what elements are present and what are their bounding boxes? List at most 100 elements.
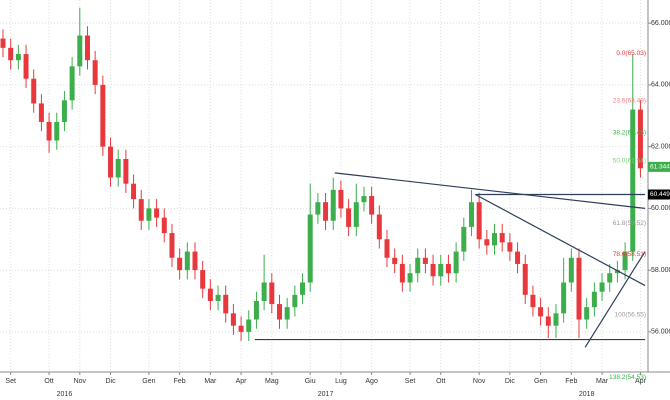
- level-label: 100(56.55): [615, 312, 646, 319]
- candle-body: [123, 158, 129, 184]
- candle-body: [15, 54, 21, 61]
- candle-body: [38, 103, 44, 122]
- candle-body: [407, 273, 413, 283]
- candle-body: [476, 202, 482, 240]
- x-tick-label: Apr: [635, 378, 647, 385]
- candle-body: [138, 199, 144, 221]
- x-tick-label: Set: [405, 378, 416, 385]
- candle-body: [591, 291, 597, 308]
- y-tick-label: 62.0000: [651, 143, 670, 150]
- y-tick-label: 60.0000: [651, 205, 670, 212]
- x-tick-label: Dic: [105, 378, 116, 385]
- price-tag-label: 61.3445: [650, 164, 670, 171]
- candle-body: [8, 47, 14, 61]
- candle-body: [538, 307, 544, 317]
- trend-line: [475, 193, 646, 287]
- candle-body: [484, 239, 490, 246]
- candle-body: [384, 239, 390, 258]
- candle-body: [31, 78, 37, 104]
- candle-body: [468, 202, 474, 227]
- candle-body: [115, 158, 121, 178]
- candle-body: [54, 121, 60, 141]
- candle-body: [315, 202, 321, 215]
- candle-body: [146, 208, 152, 221]
- candle-body: [614, 270, 620, 274]
- candle-body: [561, 282, 567, 314]
- price-tag-label: 60.4493: [650, 191, 670, 198]
- candle-body: [154, 208, 160, 218]
- candle-body: [108, 146, 114, 178]
- price-tag: [648, 189, 670, 200]
- level-label: 50.0(61.54): [613, 158, 646, 165]
- candle-body: [100, 84, 106, 147]
- x-tick-label: Dic: [505, 378, 516, 385]
- candle-body: [192, 251, 198, 271]
- level-label: 0.0(65.03): [616, 50, 646, 57]
- x-tick-label: Gen: [142, 378, 155, 385]
- candle-body: [545, 316, 551, 326]
- candle-body: [84, 35, 90, 61]
- candle-body: [353, 202, 359, 227]
- candle-body: [622, 251, 628, 271]
- candle-body: [292, 294, 298, 308]
- candle-body: [415, 257, 421, 274]
- x-tick-label: Mar: [596, 378, 609, 385]
- trend-line: [334, 172, 646, 209]
- candle-body: [169, 233, 175, 258]
- candle-body: [607, 273, 613, 283]
- candle-body: [261, 282, 267, 301]
- candle-body: [215, 294, 221, 301]
- x-tick-label: Nov: [473, 378, 486, 385]
- price-tag: [648, 161, 670, 172]
- candle-body: [584, 307, 590, 320]
- year-label: 2017: [318, 391, 334, 398]
- level-label: 61.8(59.52): [613, 220, 646, 227]
- candle-body: [399, 263, 405, 283]
- candle-body: [637, 109, 643, 169]
- candle-body: [438, 263, 444, 277]
- candle-body: [338, 189, 344, 209]
- x-tick-label: Gen: [534, 378, 547, 385]
- candle-body: [23, 54, 29, 79]
- candle-body: [200, 270, 206, 289]
- candle-body: [492, 233, 498, 246]
- y-tick-label: 56.0000: [651, 329, 670, 336]
- candle-body: [307, 214, 313, 283]
- candle-body: [46, 121, 52, 141]
- candle-body: [131, 183, 137, 200]
- candle-body: [392, 257, 398, 264]
- candle-body: [184, 251, 190, 271]
- candle-body: [507, 242, 513, 252]
- candle-body: [369, 196, 375, 215]
- x-tick-label: Ott: [436, 378, 445, 385]
- candle-body: [553, 313, 559, 326]
- candle-body: [253, 300, 259, 320]
- x-tick-label: Lug: [335, 378, 347, 385]
- x-tick-label: Feb: [565, 378, 577, 385]
- candle-body: [499, 233, 505, 243]
- candle-body: [376, 214, 382, 240]
- candle-body: [92, 60, 98, 85]
- candle-body: [323, 202, 329, 221]
- x-tick-label: Ago: [365, 378, 378, 385]
- candle-body: [177, 257, 183, 271]
- candle-body: [69, 66, 75, 101]
- candle-body: [77, 35, 83, 67]
- candle-body: [568, 257, 574, 283]
- candle-body: [238, 325, 244, 332]
- candle-body: [530, 294, 536, 308]
- candle-body: [522, 263, 528, 295]
- x-tick-label: Mar: [204, 378, 217, 385]
- candle-body: [630, 109, 636, 252]
- x-tick-label: Ott: [44, 378, 53, 385]
- candle-body: [515, 251, 521, 264]
- candle-body: [330, 189, 336, 221]
- trend-line: [584, 251, 646, 348]
- candle-body: [430, 263, 436, 277]
- candle-body: [161, 217, 167, 234]
- candle-body: [246, 319, 252, 332]
- x-tick-label: Set: [5, 378, 16, 385]
- candle-body: [223, 294, 229, 314]
- level-label: 78.6(58.51): [613, 251, 646, 258]
